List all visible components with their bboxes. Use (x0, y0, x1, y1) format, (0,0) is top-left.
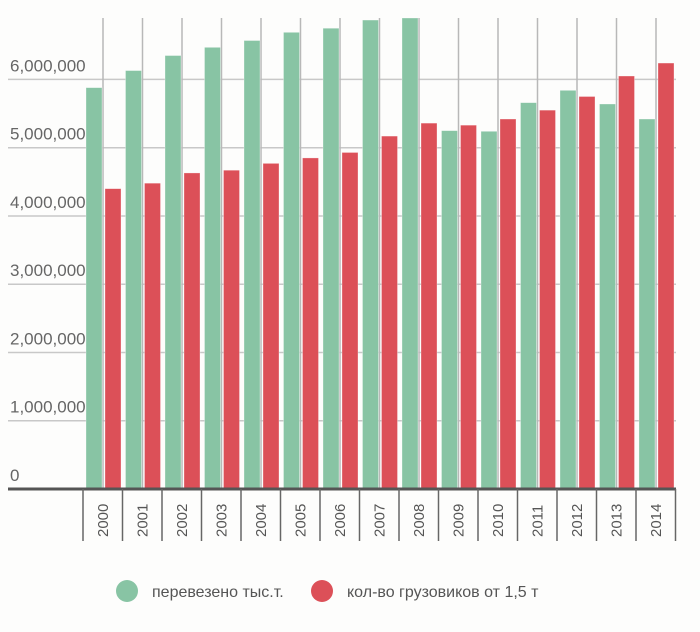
x-tick-label: 2005 (292, 504, 309, 537)
bar-2003-series-1 (223, 169, 240, 490)
bar-2000-series-1 (104, 188, 122, 490)
legend: перевезено тыс.т. кол-во грузовиков от 1,… (116, 580, 539, 602)
x-axis: 2000 2001 2002 2003 2004 2005 2006 2007 2008 2009… (8, 487, 677, 541)
y-tick-label: 1,000,000 (10, 398, 86, 417)
legend-label-series-1: кол-во грузовиков от 1,5 т (347, 584, 539, 601)
y-tick-label: 5,000,000 (10, 125, 86, 144)
x-tick-label: 2009 (450, 504, 467, 537)
legend-swatch-series-1 (311, 580, 333, 602)
x-tick-label: 2001 (134, 504, 151, 537)
x-tick-label: 2004 (253, 504, 270, 537)
x-tick-label: 2011 (529, 505, 546, 537)
legend-swatch-series-0 (116, 580, 138, 602)
y-tick-label: 0 (10, 466, 19, 485)
bar-2011-series-0 (520, 102, 537, 490)
bar-2013-series-1 (618, 75, 635, 490)
bar-2004-series-0 (243, 40, 261, 490)
bar-2001-series-1 (144, 182, 161, 490)
bar-2012-series-1 (578, 96, 596, 490)
bar-2011-series-1 (539, 109, 556, 490)
bar-2007-series-0 (362, 19, 379, 490)
y-tick-label: 4,000,000 (10, 193, 86, 212)
y-axis-ticks: 0 1,000,000 2,000,000 3,000,000 4,000,000 5,0… (10, 56, 86, 485)
x-tick-label: 2000 (95, 504, 112, 537)
bar-2014-series-1 (657, 62, 675, 490)
bar-2003-series-0 (204, 47, 221, 490)
bar-2001-series-0 (125, 70, 142, 490)
bar-2006-series-1 (341, 152, 359, 490)
bar-2009-series-1 (460, 124, 477, 490)
bar-2002-series-0 (164, 55, 182, 490)
x-tick-label: 2012 (569, 504, 586, 537)
y-tick-label: 6,000,000 (10, 56, 86, 75)
bar-2005-series-0 (283, 32, 300, 490)
bars (85, 17, 675, 490)
x-tick-label: 2002 (174, 504, 191, 537)
y-tick-label: 2,000,000 (10, 329, 86, 348)
x-tick-label: 2008 (411, 504, 428, 537)
bar-2009-series-0 (441, 130, 458, 490)
y-tick-label: 3,000,000 (10, 261, 86, 280)
x-tick-label: 2014 (648, 504, 665, 537)
bar-2007-series-1 (381, 135, 398, 490)
bar-2002-series-1 (183, 172, 201, 490)
bar-2005-series-1 (302, 157, 319, 490)
bar-2004-series-1 (262, 163, 280, 490)
x-tick-label: 2006 (332, 504, 349, 537)
legend-label-series-0: перевезено тыс.т. (152, 584, 284, 601)
bar-2000-series-0 (85, 87, 103, 490)
x-tick-label: 2003 (213, 504, 230, 537)
bar-2010-series-0 (480, 131, 498, 490)
bar-2008-series-1 (420, 122, 438, 490)
x-tick-label: 2013 (608, 504, 625, 537)
bar-2006-series-0 (322, 27, 340, 490)
x-tick-label: 2010 (490, 504, 507, 537)
bar-2014-series-0 (638, 118, 656, 490)
gridlines (8, 18, 676, 489)
x-tick-label: 2007 (371, 504, 388, 537)
bar-2010-series-1 (499, 118, 517, 490)
bar-2012-series-0 (559, 90, 577, 490)
bar-2013-series-0 (599, 103, 616, 490)
bar-2008-series-0 (401, 17, 419, 490)
